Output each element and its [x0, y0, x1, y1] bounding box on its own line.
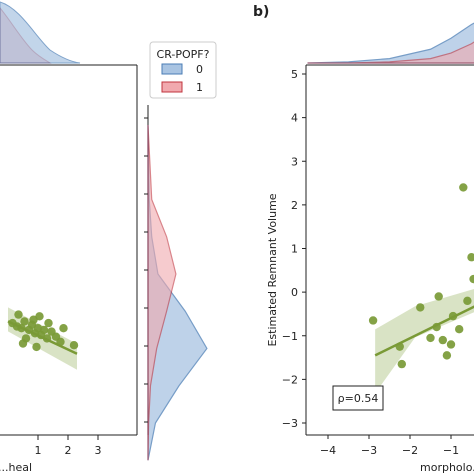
- panel-a-point-21: [44, 318, 53, 328]
- panel-a-point-9: [39, 325, 49, 335]
- panel-b-x-tick-label-2: −2: [402, 444, 418, 457]
- panel-a-point-10: [42, 334, 52, 343]
- panel-b-point-0: [368, 316, 378, 325]
- panel-b-y-axis-label: Estimated Remnant Volume: [266, 193, 279, 346]
- rho-annotation: ρ=0.54: [332, 385, 384, 411]
- panel-a: 1 2 3 ...heal: [0, 1, 208, 474]
- panel-b-main-plot: 5 4 3 2 1 0 −1 −2 −3 −4 −3 −2 −1: [282, 64, 474, 457]
- panel-b-confidence-band: [375, 289, 474, 394]
- panel-b-y-tick-label-8: −3: [282, 417, 298, 430]
- legend-swatch-1: [161, 81, 183, 93]
- panel-b-x-tick-label-3: −1: [443, 444, 459, 457]
- legend: CR-POPF? 0 1: [149, 41, 217, 99]
- panel-b-point-8: [446, 340, 456, 349]
- panel-a-top-marginal: [0, 1, 81, 64]
- panel-b-y-tick-label-4: 1: [291, 243, 298, 256]
- panel-b-x-axis-label: morpholo...: [420, 461, 474, 474]
- panel-b-x-tick-label-1: −3: [361, 444, 377, 457]
- panel-a-right-marginal: [144, 105, 208, 461]
- panel-b-y-tick-label-2: 3: [291, 155, 298, 168]
- panel-a-x-tick-label-2: 3: [95, 444, 102, 457]
- panel-b-point-12: [463, 296, 472, 306]
- legend-label-1: 1: [196, 81, 203, 94]
- panel-a-point-20: [32, 342, 41, 352]
- panel-b-point-11: [459, 183, 468, 192]
- legend-swatch-0: [161, 63, 183, 75]
- panel-a-point-3: [20, 317, 29, 326]
- panel-b-y-tick-label-5: 0: [291, 286, 298, 299]
- panel-a-x-tick-label-0: 1: [35, 444, 42, 457]
- panel-b-point-9: [448, 311, 458, 321]
- rho-annotation-text: ρ=0.54: [338, 392, 379, 405]
- panel-a-right-density-1: [147, 124, 177, 461]
- legend-title: CR-POPF?: [157, 48, 210, 61]
- panel-a-point-18: [14, 310, 23, 319]
- panel-a-point-13: [56, 337, 65, 346]
- panel-b-point-13: [467, 253, 474, 262]
- panel-b-point-24: [432, 322, 441, 332]
- rho-annotation-box: [332, 385, 384, 411]
- panel-b-label: b): [253, 4, 269, 20]
- panel-b-point-1: [395, 342, 404, 351]
- panel-b-point-2: [397, 359, 406, 369]
- panel-b-top-marginal: [307, 22, 474, 64]
- panel-a-point-19: [18, 339, 28, 348]
- panel-a-point-2: [17, 324, 26, 333]
- panel-b-y-tick-label-1: 4: [291, 112, 298, 125]
- panel-b-y-tick-label-7: −2: [282, 373, 298, 386]
- panel-b-point-5: [434, 292, 443, 301]
- panel-b-point-4: [426, 333, 435, 343]
- panel-b-x-tick-label-0: −4: [320, 444, 336, 457]
- panel-a-point-14: [69, 341, 79, 350]
- panel-a-top-density-0: [0, 1, 81, 64]
- panel-b-point-14: [469, 274, 474, 284]
- panel-b-point-6: [438, 335, 447, 345]
- legend-label-0: 0: [196, 63, 203, 76]
- panel-b-y-tick-label-3: 2: [291, 199, 298, 212]
- panel-b-top-density-1: [307, 41, 474, 64]
- panel-b-point-10: [455, 325, 464, 334]
- panel-b-y-tick-label-6: −1: [282, 330, 298, 343]
- panel-b-y-tick-label-0: 5: [291, 68, 298, 81]
- panel-a-point-22: [59, 324, 68, 333]
- panel-b-top-density-0: [307, 22, 474, 64]
- panel-a-x-tick-label-1: 2: [65, 444, 72, 457]
- panel-a-point-17: [35, 312, 44, 321]
- panel-b: b) 5 4 3 2 1 0 −1 −2 −3 −4 −3 −2 −1 Estimated Remnan…: [253, 4, 474, 474]
- panel-a-main-plot: 1 2 3: [0, 64, 138, 457]
- panel-a-x-axis-label: ...heal: [0, 461, 32, 474]
- panel-b-point-7: [442, 351, 452, 360]
- panel-b-point-3: [416, 303, 425, 312]
